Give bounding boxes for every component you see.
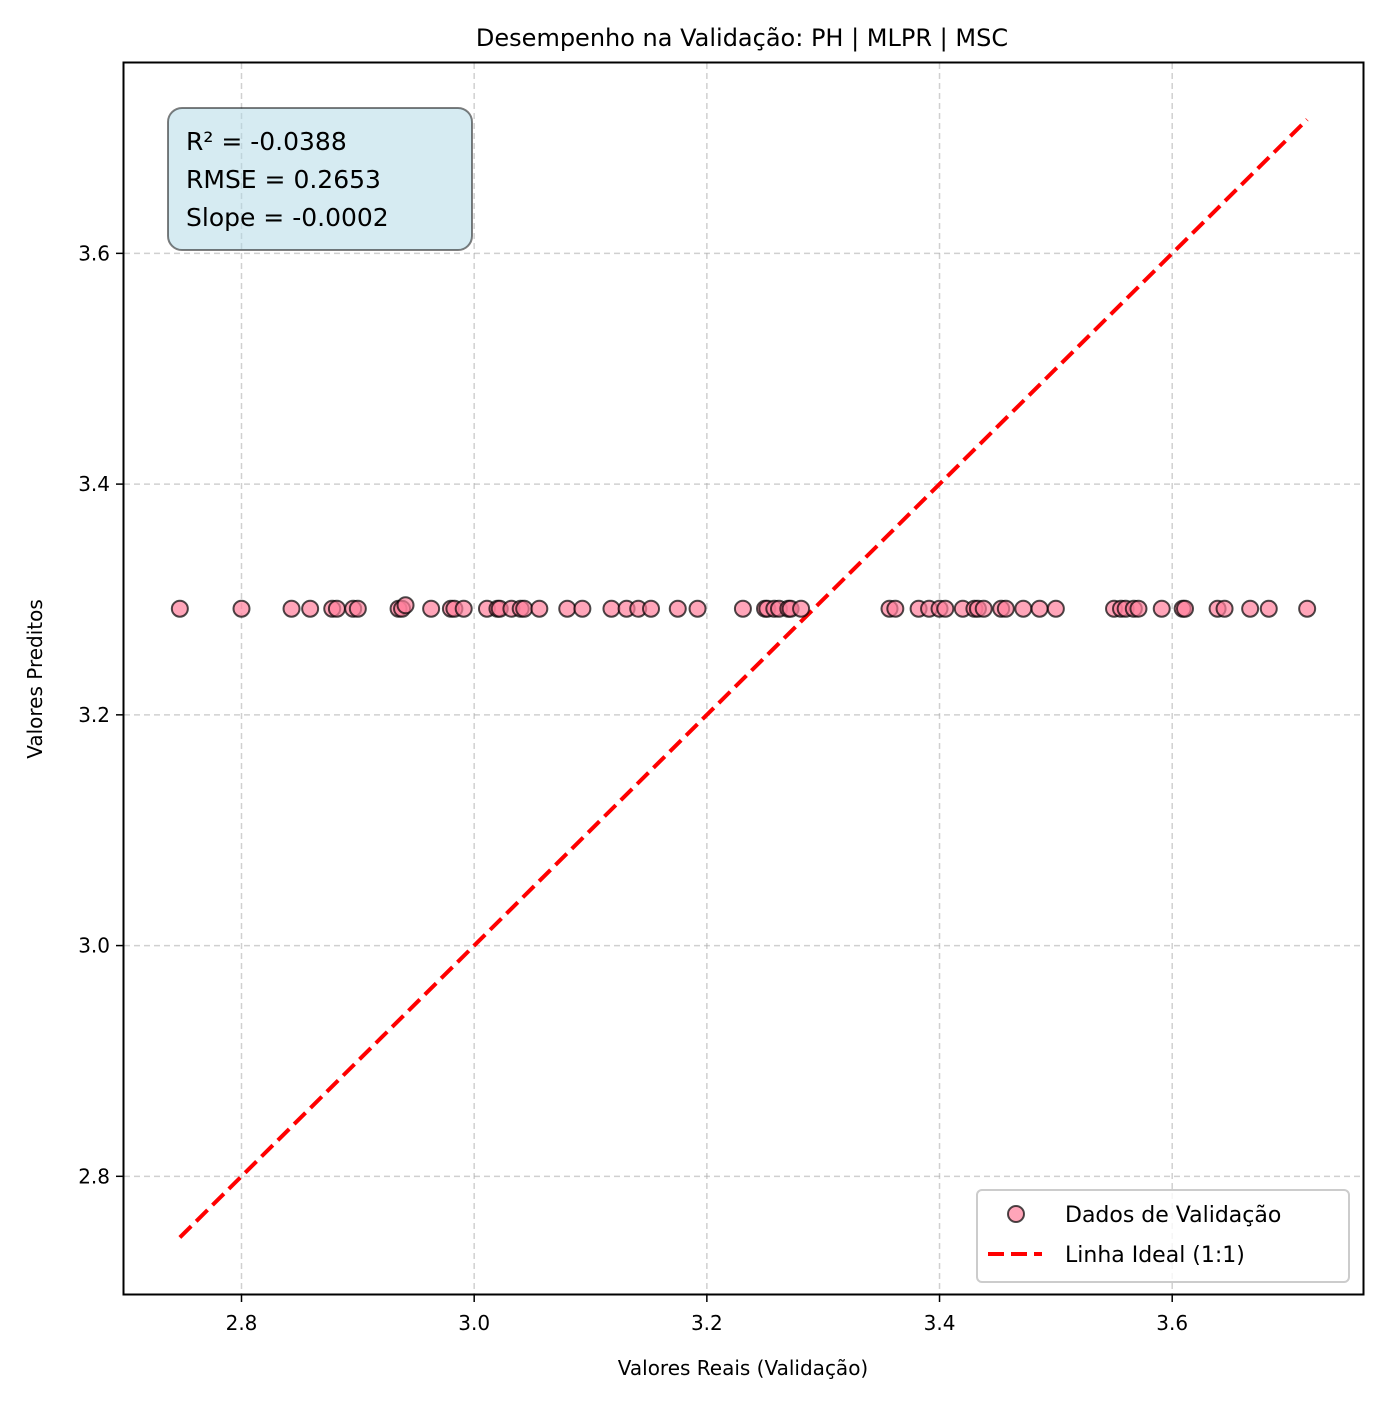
x-tick-label: 2.8 [226,1311,258,1335]
data-point [1129,599,1148,618]
data-point [422,599,441,618]
data-point [558,599,577,618]
ideal-line [178,118,1309,1239]
y-tick-label: 3.0 [78,934,110,958]
ideal-line-layer [178,118,1309,1239]
legend-label-linha-ideal: Linha Ideal (1:1) [1065,1243,1245,1268]
legend: Dados de Validação Linha Ideal (1:1) [976,1189,1350,1283]
data-point [1014,599,1033,618]
data-point [170,599,189,618]
data-point [886,599,905,618]
data-point [996,599,1015,618]
data-point [974,599,993,618]
data-point [396,596,415,615]
grid-lines [124,63,1363,1294]
y-tick-label: 3.6 [78,241,110,265]
data-point [936,599,955,618]
x-tick-label: 3.2 [691,1311,723,1335]
data-point [642,599,661,618]
data-point [1152,599,1171,618]
data-point [348,599,367,618]
metrics-annotation-box: R² = -0.0388 RMSE = 0.2653 Slope = -0.00… [167,107,473,251]
metric-rmse: RMSE = 0.2653 [186,165,381,194]
metric-r2: R² = -0.0388 [186,127,347,156]
data-point [282,599,301,618]
data-point [602,599,621,618]
data-point [1176,599,1195,618]
data-point [454,599,473,618]
data-point [1298,599,1317,618]
y-tick-label: 3.2 [78,703,110,727]
y-axis-ticks: 2.8 3.0 3.2 3.4 3.6 [78,241,124,1188]
data-point [1259,599,1278,618]
data-point [530,599,549,618]
data-point [792,599,811,618]
legend-frame [976,1189,1350,1283]
plot-area-frame [122,61,1365,1296]
y-tick-label: 2.8 [78,1164,110,1188]
scatter-points [170,596,1317,618]
legend-label-dados: Dados de Validação [1065,1203,1281,1228]
data-point [573,599,592,618]
data-point [688,599,707,618]
y-tick-label: 3.4 [78,472,110,496]
data-point [327,599,346,618]
x-tick-label: 3.4 [924,1311,956,1335]
metrics-annotation-background [167,107,473,251]
x-tick-label: 3.6 [1156,1311,1188,1335]
x-axis-label: Valores Reais (Validação) [618,1356,868,1380]
data-point [733,599,752,618]
data-point [668,599,687,618]
chart-title: Desempenho na Validação: PH | MLPR | MSC [476,24,1008,52]
x-axis-ticks: 2.8 3.0 3.2 3.4 3.6 [226,1294,1188,1335]
y-axis-label: Valores Preditos [23,599,47,759]
data-point [515,599,534,618]
metric-slope: Slope = -0.0002 [186,203,389,232]
legend-marker-dados [1007,1205,1025,1223]
x-tick-label: 3.0 [458,1311,490,1335]
data-point [232,599,251,618]
data-point [1030,599,1049,618]
data-point [301,599,320,618]
data-point [1241,599,1260,618]
data-point [1215,599,1234,618]
data-point [1046,599,1065,618]
